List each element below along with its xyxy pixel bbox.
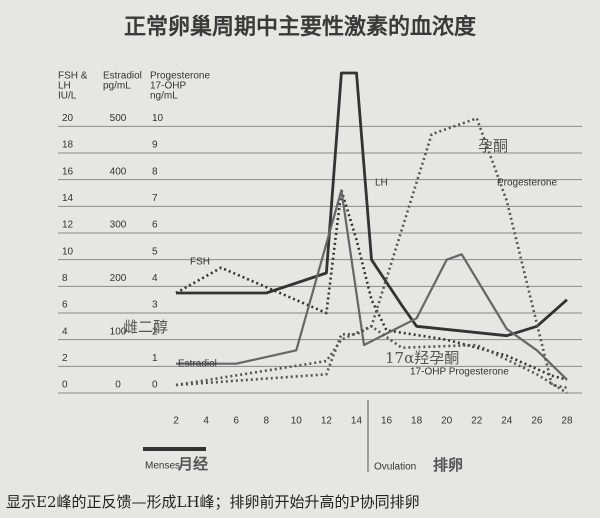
y-tick-label: 2 bbox=[62, 353, 68, 364]
y3-tick-label: 0 bbox=[152, 380, 158, 391]
x-tick-label: 8 bbox=[263, 416, 269, 427]
axis-label: Progesterone bbox=[150, 71, 210, 82]
series-line bbox=[176, 71, 568, 338]
annotation: 孕酮 bbox=[478, 137, 508, 155]
y-tick-label: 18 bbox=[62, 140, 74, 151]
y-tick-label: 8 bbox=[62, 273, 68, 284]
axis-label: Estradiol bbox=[103, 71, 142, 82]
y2-tick-label: 500 bbox=[110, 113, 127, 124]
x-tick-label: 12 bbox=[321, 416, 333, 427]
y3-tick-label: 7 bbox=[152, 193, 158, 204]
x-tick-label: 26 bbox=[531, 416, 543, 427]
y3-tick-label: 6 bbox=[152, 220, 158, 231]
menses-label: Menses bbox=[145, 461, 180, 472]
y2-tick-label: 100 bbox=[110, 326, 127, 337]
x-tick-label: 22 bbox=[471, 416, 483, 427]
y3-tick-label: 3 bbox=[152, 300, 158, 311]
annotation: Progesterone bbox=[497, 178, 557, 189]
x-tick-label: 6 bbox=[233, 416, 239, 427]
caption: 显示E2峰的正反馈—形成LH峰；排卵前开始升高的P协同排卵 bbox=[6, 493, 420, 511]
annotation: LH bbox=[375, 178, 388, 189]
x-tick-label: 4 bbox=[203, 416, 209, 427]
annotation: 雌二醇 bbox=[123, 318, 168, 336]
y2-tick-label: 300 bbox=[110, 220, 127, 231]
y3-tick-label: 1 bbox=[152, 353, 158, 364]
y-tick-label: 4 bbox=[62, 326, 68, 337]
y3-tick-label: 5 bbox=[152, 246, 158, 257]
axis-label: IU/L bbox=[58, 91, 77, 102]
chart-title: 正常卵巢周期中主要性激素的血浓度 bbox=[124, 14, 477, 40]
ovulation-label: Ovulation bbox=[374, 462, 416, 473]
x-tick-label: 2 bbox=[173, 416, 179, 427]
y3-tick-label: 10 bbox=[152, 113, 164, 124]
y3-tick-label: 4 bbox=[152, 273, 158, 284]
y-tick-label: 14 bbox=[62, 193, 74, 204]
y3-tick-label: 9 bbox=[152, 140, 158, 151]
y3-tick-label: 8 bbox=[152, 166, 158, 177]
axis-label: LH bbox=[58, 81, 71, 92]
x-tick-label: 28 bbox=[561, 416, 573, 427]
x-tick-label: 14 bbox=[351, 416, 363, 427]
x-tick-label: 18 bbox=[411, 416, 423, 427]
menses-label-zh: 月经 bbox=[177, 455, 208, 473]
axis-label: 17-OHP bbox=[150, 81, 186, 92]
annotation: 17-OHP Progesterone bbox=[410, 367, 509, 378]
series-line bbox=[175, 117, 568, 389]
y-tick-label: 16 bbox=[62, 166, 74, 177]
y-tick-label: 12 bbox=[62, 220, 74, 231]
y-tick-label: 0 bbox=[62, 380, 68, 391]
y2-tick-label: 400 bbox=[110, 166, 127, 177]
annotation: Estradiol bbox=[178, 359, 217, 370]
series-line bbox=[175, 189, 568, 381]
y3-tick-label: 2 bbox=[152, 326, 158, 337]
series-line bbox=[176, 189, 568, 381]
y2-tick-label: 0 bbox=[115, 380, 121, 391]
x-tick-label: 10 bbox=[291, 416, 303, 427]
series-line bbox=[175, 325, 568, 395]
axis-label: FSH & bbox=[58, 71, 88, 82]
y-tick-label: 6 bbox=[62, 300, 68, 311]
axis-label: pg/mL bbox=[103, 81, 131, 92]
annotation: 17α羟孕酮 bbox=[385, 349, 459, 367]
x-tick-label: 20 bbox=[441, 416, 453, 427]
annotation: FSH bbox=[190, 257, 210, 268]
y-tick-label: 20 bbox=[62, 113, 74, 124]
axis-label: ng/mL bbox=[150, 91, 178, 102]
y-tick-label: 10 bbox=[62, 246, 74, 257]
ovulation-label-zh: 排卵 bbox=[433, 456, 463, 474]
y2-tick-label: 200 bbox=[110, 273, 127, 284]
x-tick-label: 16 bbox=[381, 416, 393, 427]
x-tick-label: 24 bbox=[501, 416, 513, 427]
